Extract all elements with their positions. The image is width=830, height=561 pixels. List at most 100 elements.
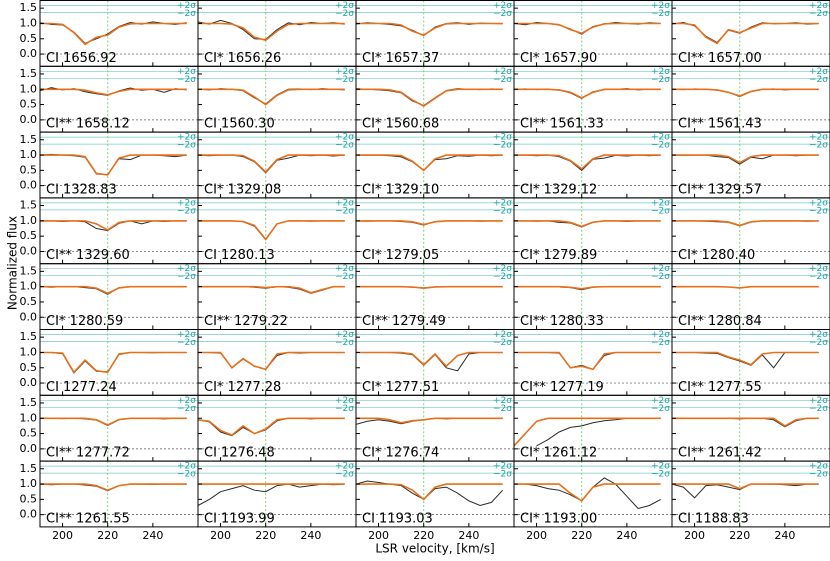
- sigma-label: +2σ: [177, 1, 196, 11]
- sigma-label: −2σ: [177, 272, 196, 282]
- panel-label: CI** 1277.72: [46, 446, 130, 461]
- y-tick-label: 0.0: [20, 310, 38, 323]
- flux-line: [197, 417, 345, 437]
- sigma-label: −2σ: [335, 470, 354, 480]
- flux-line: [536, 417, 661, 447]
- y-tick-label: 0.0: [20, 179, 38, 192]
- panel-label: CI 1193.03: [362, 511, 433, 526]
- sigma-label: −2σ: [177, 338, 196, 348]
- sigma-label: −2σ: [177, 404, 196, 414]
- sigma-label: +2σ: [809, 198, 828, 208]
- panel-label: CI 1656.92: [46, 51, 117, 66]
- sigma-label: +2σ: [335, 67, 354, 77]
- sigma-label: +2σ: [651, 396, 670, 406]
- x-axis-label: LSR velocity, [km/s]: [375, 542, 494, 556]
- model-line: [672, 220, 819, 227]
- x-tick-label: 200: [210, 529, 231, 542]
- y-tick-label: 0.0: [20, 508, 38, 521]
- panel-label: CI* 1276.74: [362, 446, 439, 461]
- y-tick-label: 1.5: [20, 462, 38, 475]
- model-line: [356, 417, 503, 424]
- y-tick-label: 0.5: [20, 492, 38, 505]
- sigma-label: +2σ: [651, 1, 670, 11]
- y-tick-label: 1.5: [20, 67, 38, 80]
- y-tick-label: 1.0: [20, 214, 38, 227]
- sigma-label: +2σ: [651, 133, 670, 143]
- sigma-label: −2σ: [809, 206, 828, 216]
- y-tick-label: 1.0: [20, 345, 38, 358]
- sigma-label: −2σ: [177, 206, 196, 216]
- sigma-label: −2σ: [493, 9, 512, 19]
- y-tick-label: 1.5: [20, 264, 38, 277]
- sigma-label: −2σ: [651, 338, 670, 348]
- y-tick-label: 0.5: [20, 361, 38, 374]
- x-tick-label: 220: [97, 529, 118, 542]
- model-line: [514, 220, 661, 228]
- x-tick-label: 220: [571, 529, 592, 542]
- sigma-label: +2σ: [493, 133, 512, 143]
- sigma-label: +2σ: [177, 264, 196, 274]
- model-line: [197, 417, 345, 437]
- y-tick-label: 1.0: [20, 280, 38, 293]
- panel-label: CI** 1658.12: [46, 117, 130, 132]
- sigma-label: −2σ: [493, 338, 512, 348]
- y-tick-label: 1.0: [20, 477, 38, 490]
- sigma-label: +2σ: [335, 330, 354, 340]
- panel-label: CI* 1560.68: [362, 117, 439, 132]
- panel-label: CI* 1193.00: [520, 511, 597, 526]
- y-tick-label: 1.0: [20, 82, 38, 95]
- sigma-label: −2σ: [651, 206, 670, 216]
- model-line: [40, 154, 187, 176]
- model-line: [672, 154, 819, 164]
- sigma-label: −2σ: [335, 338, 354, 348]
- flux-line: [197, 88, 345, 105]
- flux-line: [197, 483, 345, 506]
- y-tick-label: 0.0: [20, 442, 38, 455]
- sigma-label: +2σ: [651, 462, 670, 472]
- y-tick-label: 1.0: [20, 148, 38, 161]
- x-tick-label: 240: [300, 529, 321, 542]
- y-tick-label: 0.0: [20, 113, 38, 126]
- model-line: [40, 417, 187, 426]
- sigma-label: +2σ: [809, 133, 828, 143]
- sigma-label: +2σ: [493, 1, 512, 11]
- sigma-label: +2σ: [809, 67, 828, 77]
- panel-label: CI 1328.83: [46, 182, 117, 197]
- sigma-label: −2σ: [809, 338, 828, 348]
- sigma-label: +2σ: [651, 198, 670, 208]
- sigma-label: +2σ: [335, 396, 354, 406]
- panel-label: CI** 1280.84: [678, 314, 762, 329]
- panel-label: CI* 1280.40: [678, 248, 755, 263]
- model-line: [356, 88, 503, 108]
- sigma-label: −2σ: [335, 272, 354, 282]
- sigma-label: −2σ: [809, 9, 828, 19]
- panel-label: CI** 1561.43: [678, 117, 762, 132]
- panel-frame: [671, 460, 830, 528]
- sigma-label: −2σ: [177, 141, 196, 151]
- sigma-label: +2σ: [177, 67, 196, 77]
- sigma-label: +2σ: [809, 330, 828, 340]
- model-line: [672, 417, 819, 427]
- y-tick-label: 1.5: [20, 133, 38, 146]
- panel-label: CI* 1329.12: [520, 182, 597, 197]
- panel-label: CI* 1329.10: [362, 182, 439, 197]
- flux-line: [672, 352, 819, 369]
- sigma-label: +2σ: [809, 264, 828, 274]
- sigma-label: +2σ: [809, 1, 828, 11]
- sigma-label: +2σ: [493, 198, 512, 208]
- panel-label: CI 1277.24: [46, 380, 117, 395]
- sigma-label: +2σ: [651, 264, 670, 274]
- model-line: [514, 88, 661, 99]
- sigma-label: −2σ: [809, 75, 828, 85]
- panel-label: CI** 1329.60: [46, 248, 130, 263]
- x-tick-label: 200: [368, 529, 389, 542]
- panel-label: CI* 1329.08: [204, 182, 281, 197]
- sigma-label: +2σ: [177, 330, 196, 340]
- model-line: [40, 88, 187, 96]
- sigma-label: −2σ: [493, 141, 512, 151]
- panel-label: CI* 1657.37: [362, 51, 439, 66]
- sigma-label: −2σ: [177, 75, 196, 85]
- sigma-label: +2σ: [493, 396, 512, 406]
- sigma-label: −2σ: [651, 272, 670, 282]
- sigma-label: +2σ: [493, 330, 512, 340]
